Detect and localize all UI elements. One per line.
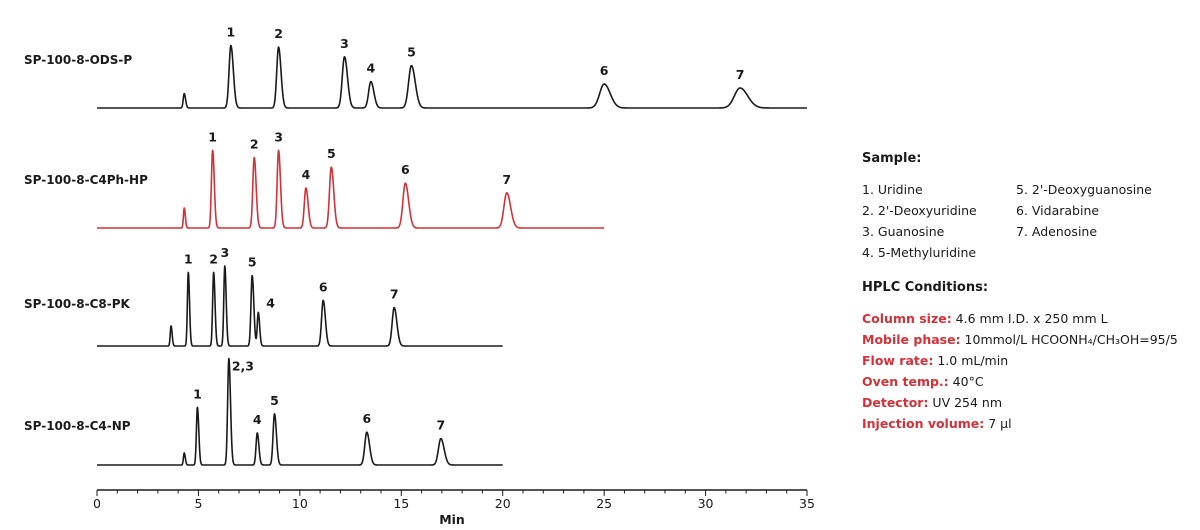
peak-label: 7 bbox=[502, 172, 511, 187]
series-name: SP-100-8-ODS-P bbox=[24, 53, 132, 67]
sample-item: 2. 2'-Deoxyuridine bbox=[862, 203, 977, 218]
trace-group: SP-100-8-C4-NP 1 2,3 45 6 7 bbox=[24, 357, 504, 466]
condition-oven-temp: Oven temp.: 40°C bbox=[862, 371, 1200, 392]
condition-key: Column size: bbox=[862, 311, 952, 326]
sample-item: 1. Uridine bbox=[862, 182, 923, 197]
series-name: SP-100-8-C4Ph-HP bbox=[24, 173, 148, 187]
peak-label: 5 bbox=[407, 45, 416, 60]
peak-label: 4 bbox=[302, 167, 311, 182]
x-tick-label: 10 bbox=[292, 496, 308, 511]
condition-value: UV 254 nm bbox=[928, 395, 1003, 410]
condition-flow-rate: Flow rate: 1.0 mL/min bbox=[862, 350, 1200, 371]
x-tick-label: 30 bbox=[698, 496, 714, 511]
peak-label: 5 bbox=[327, 146, 336, 161]
peak-label: 1 bbox=[184, 251, 193, 266]
condition-detector: Detector: UV 254 nm bbox=[862, 392, 1200, 413]
peak-label: 2 bbox=[209, 251, 218, 266]
trace-group: SP-100-8-ODS-P 1 2 3 4 5 6 7 bbox=[24, 25, 808, 109]
x-tick-label: 15 bbox=[393, 496, 409, 511]
peak-label: 6 bbox=[362, 411, 371, 426]
condition-key: Injection volume: bbox=[862, 416, 985, 431]
peak-label: 7 bbox=[736, 67, 745, 82]
series-name: SP-100-8-C4-NP bbox=[24, 419, 131, 433]
x-tick-label: 20 bbox=[495, 496, 511, 511]
conditions-list: Column size: 4.6 mm I.D. x 250 mm L Mobi… bbox=[862, 308, 1200, 434]
peak-label: 2,3 bbox=[232, 359, 254, 374]
series-line bbox=[96, 357, 504, 466]
sample-item: 6. Vidarabine bbox=[1016, 203, 1100, 218]
series-name: SP-100-8-C8-PK bbox=[24, 297, 130, 311]
series-line bbox=[96, 265, 504, 347]
peak-label: 1 bbox=[208, 129, 217, 144]
condition-value: 7 μl bbox=[984, 416, 1012, 431]
condition-mobile-phase: Mobile phase: 10mmol/L HCOONH₄/CH₃OH=95/… bbox=[862, 329, 1200, 350]
peak-label: 4 bbox=[266, 295, 275, 310]
x-tick-label: 25 bbox=[596, 496, 612, 511]
condition-value: 4.6 mm I.D. x 250 mm L bbox=[951, 311, 1108, 326]
condition-value: 1.0 mL/min bbox=[933, 353, 1009, 368]
condition-key: Oven temp.: bbox=[862, 374, 949, 389]
peak-label: 3 bbox=[274, 129, 283, 144]
peak-label: 3 bbox=[220, 245, 229, 260]
peak-label: 5 bbox=[270, 393, 279, 408]
sample-item: 3. Guanosine bbox=[862, 224, 945, 239]
peak-label: 6 bbox=[600, 63, 609, 78]
x-axis: 0 5 10 15 20 25 30 35 Min bbox=[93, 489, 815, 527]
condition-value: 10mmol/L HCOONH₄/CH₃OH=95/5 bbox=[960, 332, 1178, 347]
x-tick-label: 0 bbox=[93, 496, 101, 511]
peak-label: 4 bbox=[253, 412, 262, 427]
peak-label: 4 bbox=[367, 61, 376, 76]
sample-list: 1. Uridine 5. 2'-Deoxyguanosine 2. 2'-De… bbox=[862, 179, 1200, 263]
x-axis-label: Min bbox=[439, 512, 465, 527]
condition-key: Mobile phase: bbox=[862, 332, 961, 347]
peak-label: 1 bbox=[193, 386, 202, 401]
peak-label: 7 bbox=[390, 287, 399, 302]
peak-label: 7 bbox=[436, 418, 445, 433]
condition-value: 40°C bbox=[948, 374, 984, 389]
sample-item: 5. 2'-Deoxyguanosine bbox=[1016, 182, 1152, 197]
peak-label: 6 bbox=[319, 279, 328, 294]
peak-label: 2 bbox=[250, 137, 259, 152]
peak-label: 5 bbox=[248, 255, 257, 270]
sample-item: 4. 5-Methyluridine bbox=[862, 245, 977, 260]
x-tick-label: 35 bbox=[799, 496, 815, 511]
sample-item: 7. Adenosine bbox=[1016, 224, 1098, 239]
conditions-panel: Sample: 1. Uridine 5. 2'-Deoxyguanosine … bbox=[862, 148, 1200, 434]
peak-label: 3 bbox=[340, 36, 349, 51]
hplc-title: HPLC Conditions: bbox=[862, 280, 989, 295]
series-line bbox=[96, 44, 808, 109]
sample-title: Sample: bbox=[862, 151, 922, 166]
series-line bbox=[96, 149, 605, 229]
peak-label: 6 bbox=[401, 162, 410, 177]
condition-key: Detector: bbox=[862, 395, 929, 410]
x-tick-label: 5 bbox=[194, 496, 202, 511]
peak-label: 1 bbox=[227, 25, 236, 40]
condition-injection-volume: Injection volume: 7 μl bbox=[862, 413, 1200, 434]
condition-key: Flow rate: bbox=[862, 353, 934, 368]
peak-label: 2 bbox=[274, 26, 283, 41]
trace-group: SP-100-8-C8-PK 1 2 3 5 4 6 7 bbox=[24, 245, 504, 347]
condition-column-size: Column size: 4.6 mm I.D. x 250 mm L bbox=[862, 308, 1200, 329]
